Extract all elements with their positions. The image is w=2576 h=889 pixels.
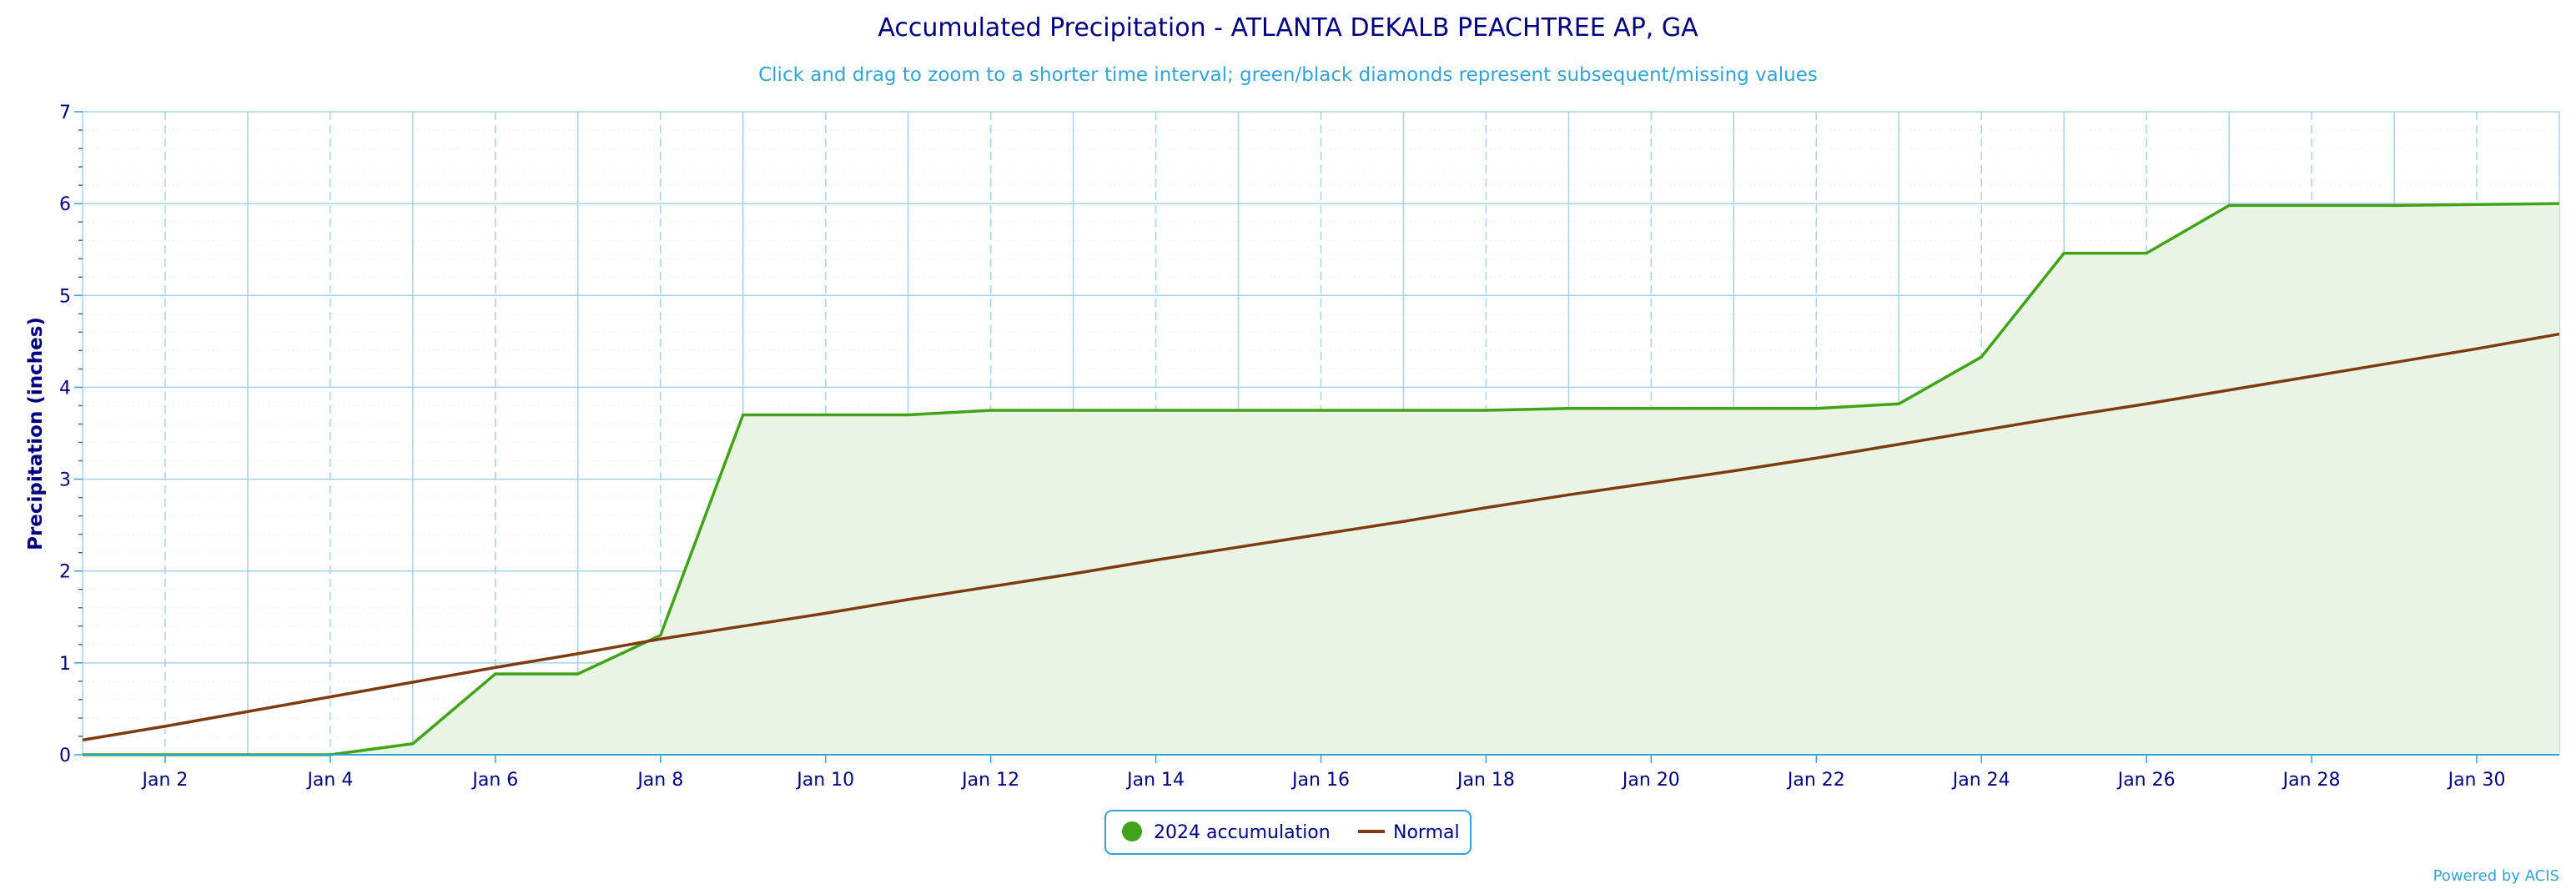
series-2024-accumulation-line[interactable] [83, 202, 2560, 756]
x-tick-label: Jan 14 [1125, 770, 1185, 791]
x-tick-label: Jan 8 [636, 770, 683, 791]
x-tick-label: Jan 10 [795, 770, 854, 791]
x-tick-label: Jan 2 [141, 770, 189, 791]
legend: 2024 accumulation Normal [1104, 810, 1472, 855]
x-tick-label: Jan 24 [1951, 770, 2010, 791]
x-tick-label: Jan 4 [305, 770, 353, 791]
legend-item-2024[interactable]: 2024 accumulation [1122, 821, 1331, 843]
credits-link[interactable]: Powered by ACIS [2433, 867, 2559, 885]
plot-area[interactable] [82, 202, 2560, 756]
y-tick-label: 0 [59, 746, 71, 766]
x-tick-label: Jan 18 [1456, 770, 1515, 791]
y-tick-label: 5 [59, 286, 71, 307]
y-axis-title: Precipitation (inches) [25, 317, 47, 550]
x-tick-label: Jan 16 [1291, 770, 1350, 791]
legend-item-normal[interactable]: Normal [1358, 822, 1460, 843]
legend-label-normal: Normal [1393, 822, 1460, 843]
legend-box [1104, 810, 1472, 855]
x-tick-label: Jan 22 [1786, 770, 1845, 791]
y-tick-label: 3 [59, 470, 71, 491]
x-tick-label: Jan 26 [2116, 770, 2176, 791]
x-tick-label: Jan 12 [960, 770, 1019, 791]
x-tick-label: Jan 30 [2447, 770, 2506, 791]
series-normal-line[interactable] [82, 332, 2560, 742]
chart-title: Accumulated Precipitation - ATLANTA DEKA… [878, 13, 1698, 43]
y-tick-label: 7 [59, 103, 71, 123]
x-tick-label: Jan 28 [2282, 770, 2341, 791]
accumulation-area-fill [83, 203, 2559, 756]
y-tick-label: 2 [59, 562, 71, 583]
x-tick-label: Jan 6 [470, 770, 518, 791]
y-tick-label: 6 [59, 194, 71, 215]
y-tick-label: 4 [59, 378, 71, 399]
legend-marker-2024 [1122, 821, 1142, 841]
axes: 0 1 2 3 4 5 6 7 Jan 2 Jan 4 Jan 6 Jan 8 Jan 10 Jan 12… [59, 103, 2559, 791]
legend-label-2024: 2024 accumulation [1154, 822, 1331, 843]
y-tick-label: 1 [59, 654, 71, 675]
x-tick-label: Jan 20 [1621, 770, 1680, 791]
chart-subtitle: Click and drag to zoom to a shorter time… [758, 64, 1818, 86]
